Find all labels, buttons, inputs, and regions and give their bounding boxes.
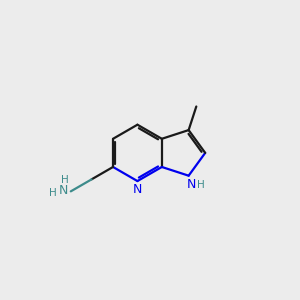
Text: N: N [133,183,142,196]
Text: N: N [59,184,69,197]
Text: H: H [197,180,205,190]
Text: N: N [187,178,196,191]
Text: H: H [49,188,57,197]
Text: H: H [61,175,69,185]
